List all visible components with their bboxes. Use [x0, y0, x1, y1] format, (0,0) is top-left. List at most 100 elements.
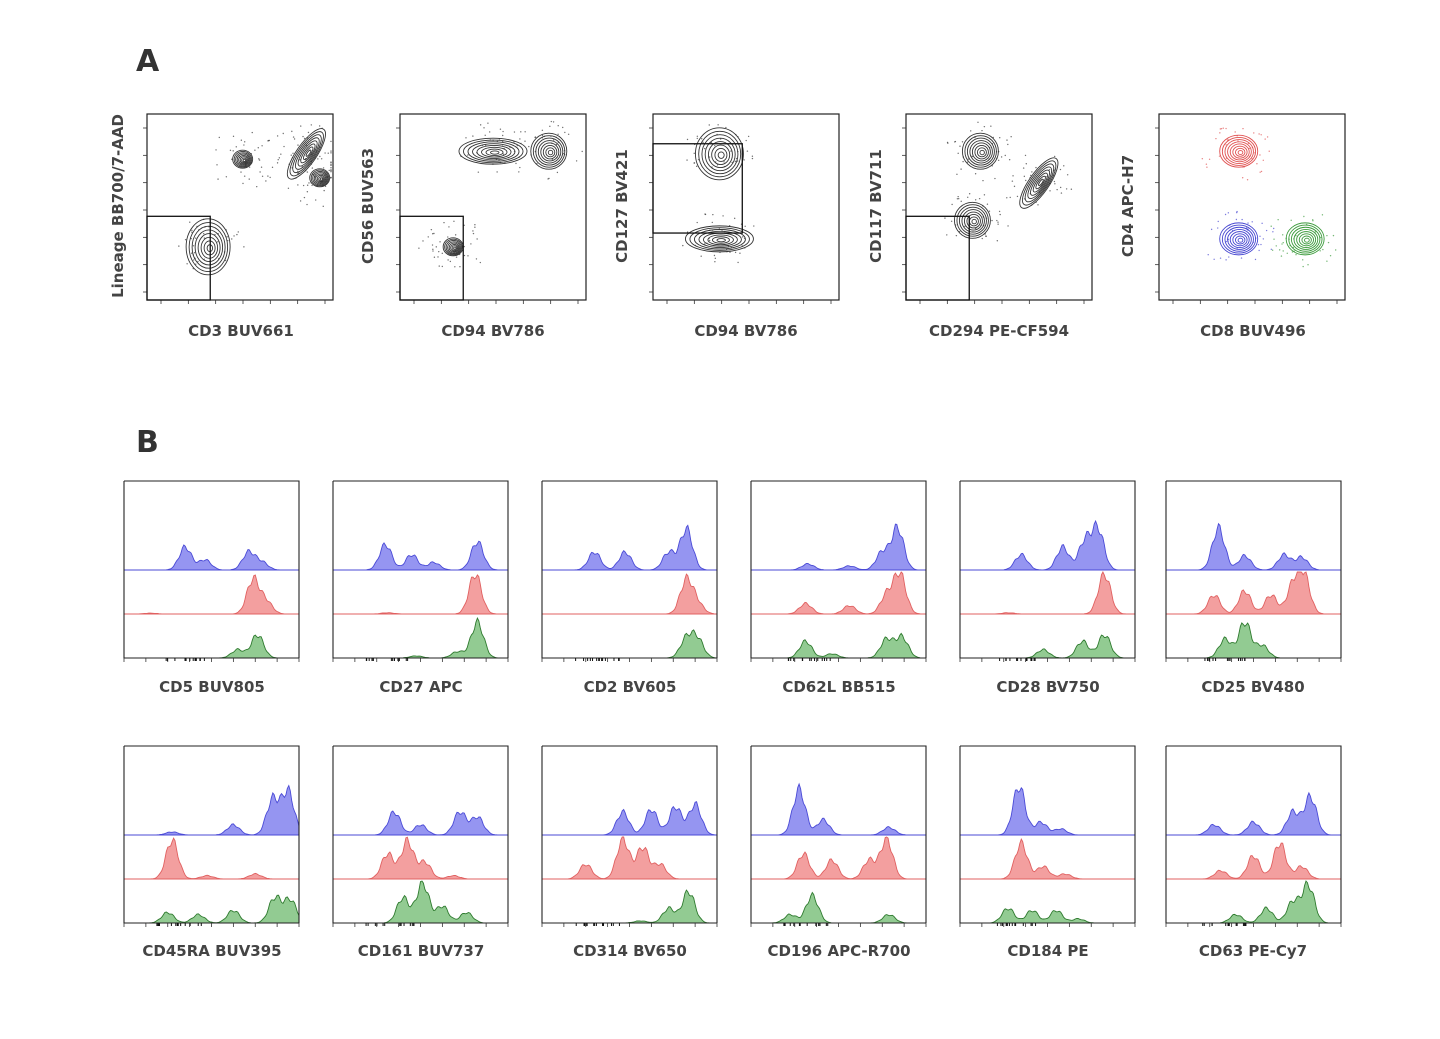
histogram-2 [332, 480, 509, 662]
contour-line [1221, 224, 1257, 254]
event-dot [1011, 180, 1014, 182]
contour-line [1224, 139, 1254, 165]
contour-line [530, 132, 568, 170]
contour-line [490, 150, 500, 155]
event-dot [296, 170, 299, 172]
event-dot [693, 152, 695, 155]
event-dot [1259, 171, 1261, 173]
event-dot [520, 131, 522, 133]
contour-line [318, 176, 325, 182]
event-dot [484, 144, 487, 146]
event-dot [1227, 212, 1230, 214]
contour-line [953, 201, 991, 239]
event-dot [303, 196, 306, 199]
event-dot [291, 130, 293, 133]
event-dot [696, 135, 699, 137]
contour-line [1229, 143, 1250, 161]
contour-line [236, 153, 251, 166]
event-dot [447, 259, 449, 261]
event-dot [712, 213, 714, 216]
contour-line [1024, 163, 1055, 203]
event-dot [695, 165, 698, 168]
event-dot [1004, 154, 1006, 157]
event-dot [1326, 260, 1328, 262]
event-dot [567, 133, 570, 135]
event-dot [967, 196, 969, 198]
event-dot [696, 221, 698, 224]
event-dot [215, 149, 217, 151]
hist-7-xlabel: CD45RA BUV395 [142, 942, 281, 960]
panel-a-plot-4-ylabel: CD117 BV711 [867, 149, 885, 263]
event-dot [1281, 243, 1283, 245]
event-dot [564, 131, 566, 134]
event-dot [1241, 177, 1244, 179]
contour-line [447, 241, 461, 254]
event-dot [1242, 127, 1244, 130]
event-dot [240, 171, 242, 173]
event-dot [723, 161, 725, 163]
histogram-blue-series [960, 519, 1135, 571]
contour-line [707, 141, 733, 169]
event-dot [302, 135, 304, 138]
histogram-green-series [542, 629, 718, 659]
event-dot [465, 137, 467, 139]
histogram-red-series [1166, 571, 1341, 615]
event-dot [431, 244, 434, 246]
contour-plot-5 [1155, 113, 1346, 304]
hist-11-xlabel: CD184 PE [1007, 942, 1088, 960]
event-dot [991, 219, 993, 222]
event-dot [479, 124, 482, 126]
contour-line [286, 128, 326, 180]
event-dot [330, 171, 332, 173]
contour-line [689, 227, 750, 251]
event-dot [747, 135, 750, 138]
histogram-green-series [333, 880, 508, 924]
panel-letter-a: A [136, 44, 160, 79]
histogram-red-series [960, 837, 1135, 880]
event-dot [722, 215, 724, 217]
event-dot [744, 225, 746, 228]
contour-line [963, 211, 983, 231]
population-2 [1219, 222, 1259, 256]
event-dot [1236, 211, 1238, 214]
contour-line [535, 137, 564, 166]
panel-a-plot-3-ylabel: CD127 BV421 [613, 149, 631, 263]
event-dot [1282, 250, 1284, 252]
event-dot [1334, 249, 1337, 251]
event-dot [552, 139, 555, 141]
panel-letter-b: B [136, 425, 159, 460]
histogram-7 [123, 745, 300, 927]
histogram-5 [959, 480, 1136, 662]
event-dot [708, 124, 710, 126]
event-dot [524, 131, 526, 133]
event-dot [997, 223, 999, 225]
event-dot [1013, 185, 1016, 188]
contour-line [704, 137, 736, 172]
event-dot [714, 261, 716, 263]
event-dot [693, 162, 696, 164]
histogram-blue-series [124, 544, 299, 571]
event-dot [1217, 227, 1219, 229]
event-dot [519, 166, 521, 169]
event-dot [1235, 218, 1238, 221]
contour-line [958, 206, 987, 235]
histogram-green-series [751, 891, 926, 924]
contour-line [1285, 222, 1325, 256]
plot-frame [146, 113, 334, 301]
event-dot [1065, 188, 1068, 190]
event-dot [1060, 192, 1063, 194]
event-dot [1049, 190, 1051, 192]
event-dot [1031, 171, 1033, 173]
event-dot [1236, 210, 1238, 213]
event-dot [1319, 250, 1321, 252]
event-dot [1224, 213, 1227, 216]
event-dot [515, 162, 517, 165]
population-2 [232, 149, 254, 169]
event-dot [951, 203, 953, 206]
event-dot [248, 166, 251, 168]
event-dot [708, 239, 711, 242]
event-dot [319, 155, 321, 158]
event-dot [226, 236, 228, 238]
contour-line [481, 146, 508, 158]
panel-a-plot-5-ylabel: CD4 APC-H7 [1119, 155, 1137, 257]
